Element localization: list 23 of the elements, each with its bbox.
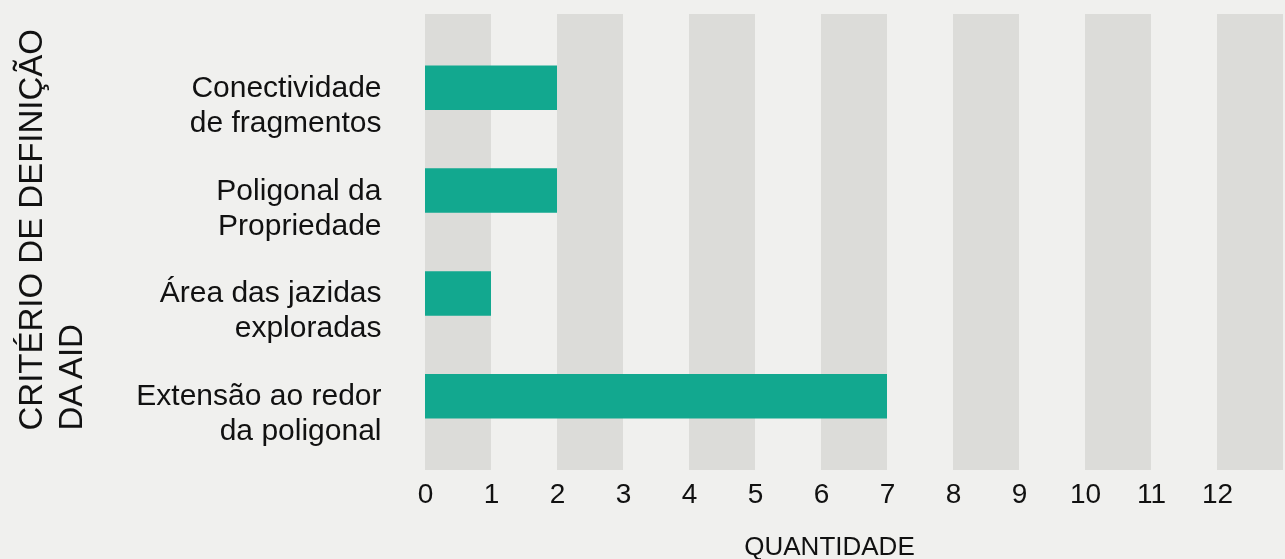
- x-tick-label: 6: [813, 477, 830, 509]
- bar: [425, 168, 557, 213]
- x-tick-label: 12: [1201, 477, 1234, 509]
- x-axis-title: QUANTIDADE: [744, 530, 915, 559]
- y-tick-label: Área das jazidas exploradas: [159, 275, 382, 344]
- bar: [425, 374, 887, 419]
- x-tick-label: 9: [1011, 477, 1028, 509]
- x-tick-label: 4: [681, 477, 698, 509]
- bar: [425, 65, 557, 110]
- x-tick-label: 8: [945, 477, 962, 509]
- y-tick-label: Poligonal da Propriedade: [216, 172, 382, 241]
- x-tick-label: 7: [879, 477, 896, 509]
- x-tick-label: 2: [549, 477, 566, 509]
- y-tick-label: Extensão ao redor da poligonal: [136, 378, 382, 447]
- x-tick-label: 11: [1136, 477, 1167, 509]
- x-tick-label: 3: [615, 477, 632, 509]
- bar: [425, 271, 491, 316]
- x-tick-label: 0: [417, 477, 434, 509]
- x-tick-label: 10: [1069, 477, 1102, 509]
- y-tick-label: Conectividade de fragmentos: [189, 69, 382, 138]
- x-tick-label: 5: [747, 477, 764, 509]
- y-axis-title: CRITÉRIO DE DEFINIÇÃO DA AID: [11, 28, 89, 431]
- x-tick-label: 1: [483, 477, 500, 509]
